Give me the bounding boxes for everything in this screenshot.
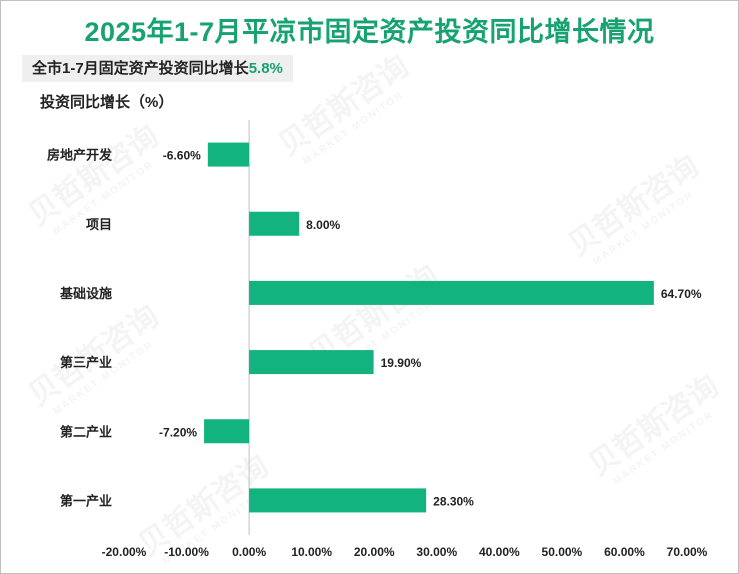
x-tick-label: 50.00% — [542, 545, 583, 559]
subtitle-text: 全市1-7月固定资产投资同比增长 — [32, 60, 249, 77]
bar — [249, 211, 300, 236]
bar — [249, 488, 427, 513]
subtitle-box: 全市1-7月固定资产投资同比增长5.8% — [22, 55, 293, 82]
bar — [204, 419, 250, 444]
chart-title: 2025年1-7月平凉市固定资产投资同比增长情况 — [84, 17, 655, 47]
bar — [207, 142, 250, 167]
data-label: -6.60% — [163, 149, 201, 163]
category-label: 第三产业 — [60, 355, 112, 370]
data-label: 8.00% — [306, 218, 340, 232]
category-label: 第二产业 — [60, 424, 112, 439]
x-tick-label: 30.00% — [416, 545, 457, 559]
x-tick-label: 70.00% — [667, 545, 708, 559]
subtitle-value: 5.8% — [248, 60, 283, 77]
x-tick-label: 40.00% — [479, 545, 520, 559]
x-tick-label: 60.00% — [604, 545, 645, 559]
data-label: 64.70% — [661, 287, 702, 301]
bar — [249, 350, 374, 375]
x-tick-label: 20.00% — [354, 545, 395, 559]
data-label: -7.20% — [159, 425, 197, 439]
category-label: 项目 — [86, 217, 112, 232]
x-tick-label: -10.00% — [164, 545, 209, 559]
x-tick-label: -20.00% — [102, 545, 147, 559]
bar — [249, 280, 654, 305]
x-tick-label: 10.00% — [291, 545, 332, 559]
data-label: 28.30% — [433, 494, 474, 508]
data-label: 19.90% — [381, 356, 422, 370]
y-axis-label: 投资同比增长（%） — [40, 94, 174, 111]
category-label: 第一产业 — [60, 493, 112, 508]
category-label: 基础设施 — [59, 286, 112, 301]
x-tick-label: 0.00% — [232, 545, 266, 559]
category-label: 房地产开发 — [47, 148, 113, 163]
